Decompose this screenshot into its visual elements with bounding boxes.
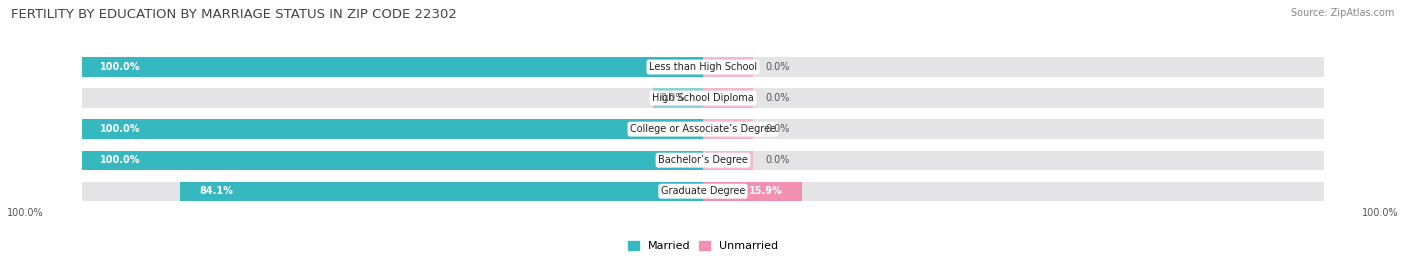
Bar bbox=[180, 182, 703, 201]
Text: 0.0%: 0.0% bbox=[765, 155, 790, 165]
Bar bbox=[82, 151, 1324, 170]
Text: 100.0%: 100.0% bbox=[7, 208, 44, 218]
Text: 0.0%: 0.0% bbox=[765, 62, 790, 72]
Text: 100.0%: 100.0% bbox=[100, 124, 141, 134]
Text: 84.1%: 84.1% bbox=[200, 186, 233, 196]
Legend: Married, Unmarried: Married, Unmarried bbox=[623, 237, 783, 256]
Text: 0.0%: 0.0% bbox=[659, 93, 685, 103]
Bar bbox=[703, 89, 752, 108]
Bar bbox=[82, 89, 1324, 108]
Bar bbox=[82, 119, 1324, 139]
Text: 0.0%: 0.0% bbox=[765, 124, 790, 134]
Bar bbox=[703, 182, 801, 201]
Text: Source: ZipAtlas.com: Source: ZipAtlas.com bbox=[1291, 8, 1395, 18]
Bar bbox=[82, 151, 703, 170]
Text: Less than High School: Less than High School bbox=[650, 62, 756, 72]
Bar bbox=[82, 57, 703, 77]
Bar bbox=[654, 89, 703, 108]
Text: 100.0%: 100.0% bbox=[1362, 208, 1399, 218]
Bar bbox=[703, 57, 752, 77]
Text: 100.0%: 100.0% bbox=[100, 155, 141, 165]
Text: Bachelor’s Degree: Bachelor’s Degree bbox=[658, 155, 748, 165]
Bar bbox=[82, 57, 1324, 77]
Bar bbox=[82, 119, 703, 139]
Text: Graduate Degree: Graduate Degree bbox=[661, 186, 745, 196]
Text: College or Associate’s Degree: College or Associate’s Degree bbox=[630, 124, 776, 134]
Text: High School Diploma: High School Diploma bbox=[652, 93, 754, 103]
Bar bbox=[82, 182, 1324, 201]
Bar bbox=[703, 119, 752, 139]
Text: 15.9%: 15.9% bbox=[749, 186, 783, 196]
Text: 100.0%: 100.0% bbox=[100, 62, 141, 72]
Text: FERTILITY BY EDUCATION BY MARRIAGE STATUS IN ZIP CODE 22302: FERTILITY BY EDUCATION BY MARRIAGE STATU… bbox=[11, 8, 457, 21]
Bar bbox=[703, 151, 752, 170]
Text: 0.0%: 0.0% bbox=[765, 93, 790, 103]
